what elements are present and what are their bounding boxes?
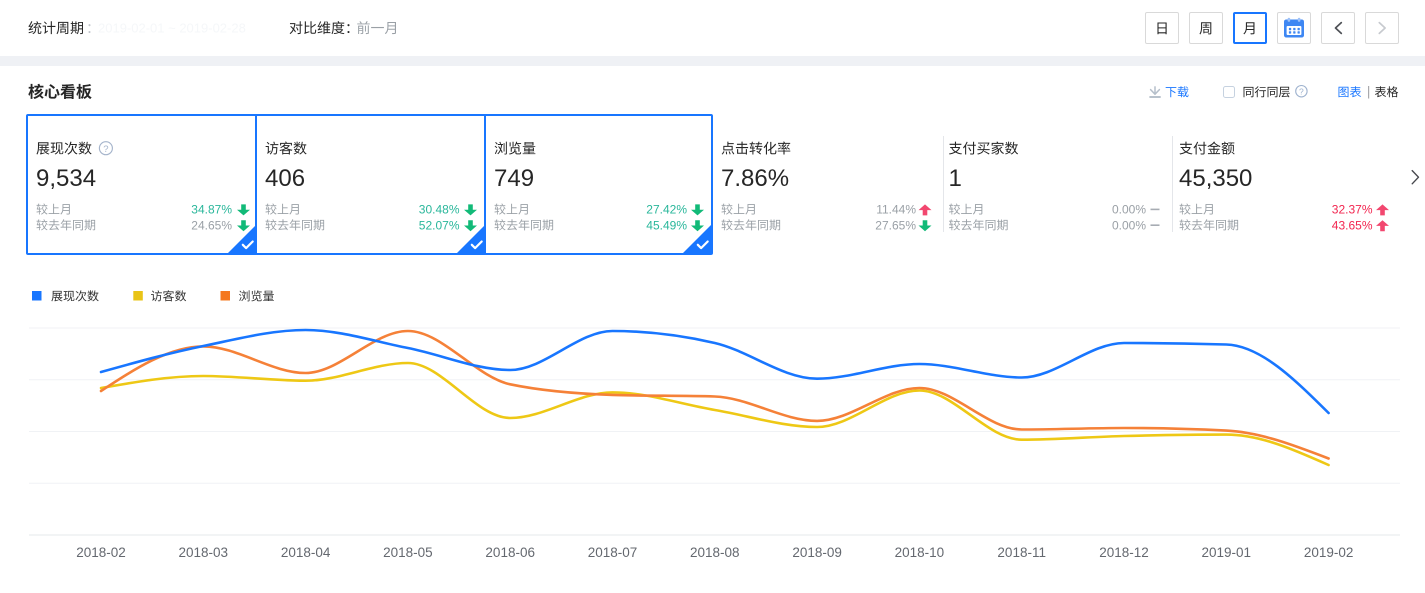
svg-text:406: 406 (265, 165, 305, 192)
svg-text:2019-01: 2019-01 (1202, 545, 1252, 560)
svg-text:45.49%: 45.49% (646, 218, 687, 232)
svg-text:749: 749 (494, 165, 534, 192)
svg-text:0.00%: 0.00% (1112, 203, 1146, 217)
svg-text:32.37%: 32.37% (1332, 203, 1373, 217)
svg-text:2019-02: 2019-02 (1304, 545, 1354, 560)
svg-text:27.42%: 27.42% (646, 203, 687, 217)
svg-text:2018-09: 2018-09 (792, 545, 842, 560)
svg-text:0.00%: 0.00% (1112, 218, 1146, 232)
svg-text:2018-04: 2018-04 (281, 545, 331, 560)
svg-text:11.44%: 11.44% (876, 203, 916, 217)
svg-text:2018-02: 2018-02 (76, 545, 126, 560)
svg-text:?: ? (103, 144, 108, 155)
svg-text:2018-08: 2018-08 (690, 545, 740, 560)
svg-text:52.07%: 52.07% (419, 218, 460, 232)
svg-text:2018-07: 2018-07 (588, 545, 638, 560)
svg-text:2018-03: 2018-03 (179, 545, 229, 560)
svg-text:7.86%: 7.86% (721, 165, 789, 192)
svg-text:?: ? (1299, 86, 1304, 96)
svg-text:2019-02-01 ~ 2019-02-28: 2019-02-01 ~ 2019-02-28 (98, 21, 246, 36)
svg-text:27.65%: 27.65% (875, 218, 916, 232)
svg-text:2018-10: 2018-10 (895, 545, 945, 560)
svg-text:43.65%: 43.65% (1332, 218, 1373, 232)
svg-text:2018-12: 2018-12 (1099, 545, 1149, 560)
svg-text:24.65%: 24.65% (191, 218, 232, 232)
svg-text:2018-11: 2018-11 (997, 545, 1046, 560)
svg-text:45,350: 45,350 (1179, 165, 1252, 192)
svg-text:2018-06: 2018-06 (485, 545, 535, 560)
svg-text:9,534: 9,534 (36, 165, 96, 192)
svg-text:1: 1 (949, 165, 962, 192)
svg-text:2018-05: 2018-05 (383, 545, 433, 560)
svg-text:30.48%: 30.48% (419, 203, 460, 217)
svg-text:34.87%: 34.87% (191, 203, 232, 217)
